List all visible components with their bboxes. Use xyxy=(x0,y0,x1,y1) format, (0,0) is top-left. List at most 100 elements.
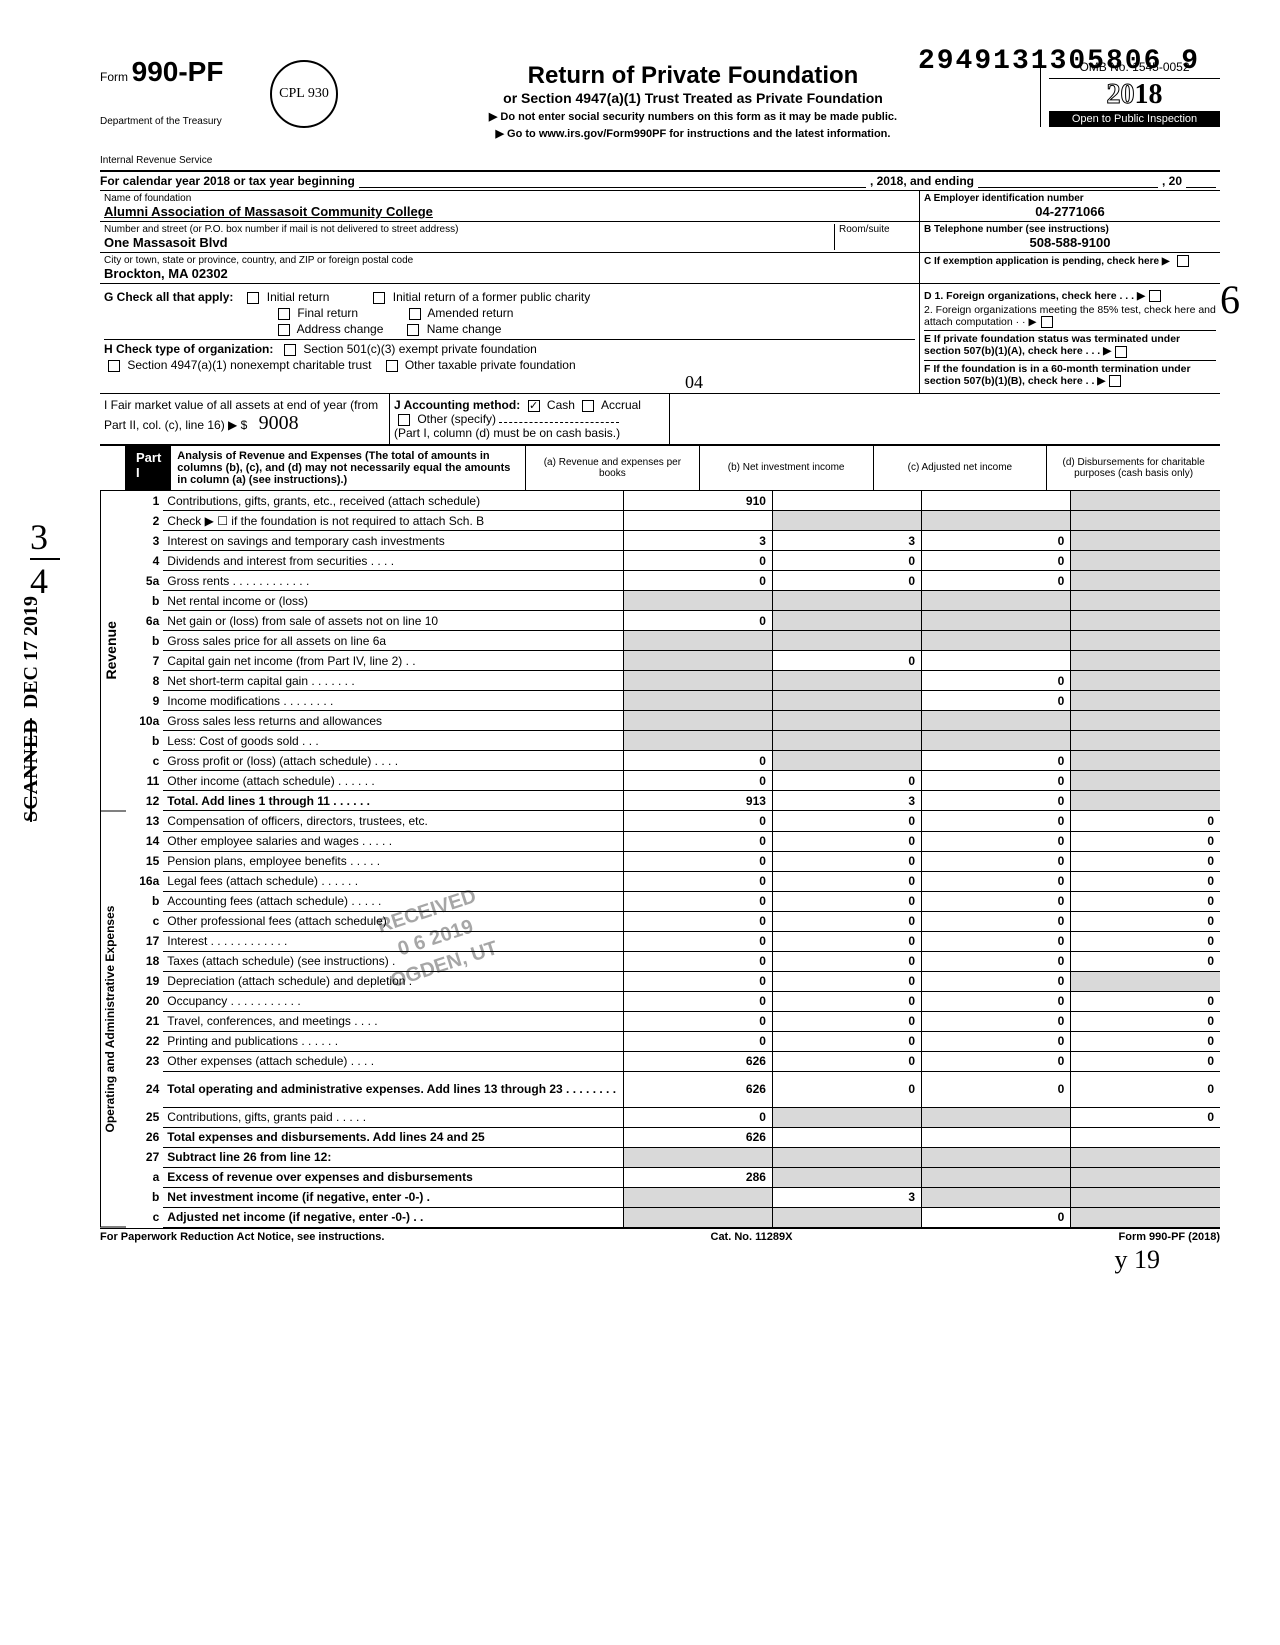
calendar-year-row: For calendar year 2018 or tax year begin… xyxy=(100,172,1220,191)
exemption-pending-checkbox[interactable] xyxy=(1177,255,1189,267)
d1-label: D 1. Foreign organizations, check here .… xyxy=(924,290,1145,302)
col-d-header: (d) Disbursements for charitable purpose… xyxy=(1047,446,1220,490)
former-charity-checkbox[interactable] xyxy=(373,292,385,304)
table-row: 12Total. Add lines 1 through 11 . . . . … xyxy=(126,791,1220,811)
table-row: 2Check ▶ ☐ if the foundation is not requ… xyxy=(126,511,1220,531)
amended-return-checkbox[interactable] xyxy=(409,308,421,320)
opt-former-charity: Initial return of a former public charit… xyxy=(393,290,590,304)
line-desc: Compensation of officers, directors, tru… xyxy=(163,811,623,831)
line-desc: Gross sales price for all assets on line… xyxy=(163,631,623,651)
4947-checkbox[interactable] xyxy=(108,360,120,372)
table-row: 3Interest on savings and temporary cash … xyxy=(126,531,1220,551)
line-desc: Gross sales less returns and allowances xyxy=(163,711,623,731)
table-row: bAccounting fees (attach schedule) . . .… xyxy=(126,891,1220,911)
table-row: 27Subtract line 26 from line 12: xyxy=(126,1147,1220,1167)
revenue-table: 1Contributions, gifts, grants, etc., rec… xyxy=(126,491,1220,812)
revenue-section: Revenue 1Contributions, gifts, grants, e… xyxy=(100,491,1220,812)
form-id-block: Form 990-PF Department of the Treasury I… xyxy=(100,56,270,166)
street-address: One Massasoit Blvd xyxy=(104,235,830,250)
table-row: cGross profit or (loss) (attach schedule… xyxy=(126,751,1220,771)
501c3-checkbox[interactable] xyxy=(284,344,296,356)
dept-line1: Department of the Treasury xyxy=(100,116,270,127)
address-change-checkbox[interactable] xyxy=(278,324,290,336)
barcode-number: 2949131305806 9 xyxy=(918,46,1200,77)
opt-4947: Section 4947(a)(1) nonexempt charitable … xyxy=(127,358,371,372)
opt-other-specify: Other (specify) xyxy=(417,412,496,426)
foreign-org-checkbox[interactable] xyxy=(1149,290,1161,302)
opt-cash: Cash xyxy=(547,398,575,412)
other-taxable-checkbox[interactable] xyxy=(386,360,398,372)
fmv-accounting-row: I Fair market value of all assets at end… xyxy=(100,394,1220,446)
initials-stamp: CPL 930 xyxy=(270,60,338,128)
public-inspection-badge: Open to Public Inspection xyxy=(1049,111,1220,127)
col-c-header: (c) Adjusted net income xyxy=(874,446,1048,490)
other-method-checkbox[interactable] xyxy=(398,414,410,426)
line-desc: Check ▶ ☐ if the foundation is not requi… xyxy=(163,511,623,531)
d2-label: 2. Foreign organizations meeting the 85%… xyxy=(924,304,1216,328)
margin-date-stamp: SCANNED DEC 17 2019 xyxy=(20,596,43,822)
table-row: 13Compensation of officers, directors, t… xyxy=(126,811,1220,831)
line-desc: Interest . . . . . . . . . . . . xyxy=(163,931,623,951)
name-change-checkbox[interactable] xyxy=(407,324,419,336)
table-row: bNet rental income or (loss) xyxy=(126,591,1220,611)
opt-address-change: Address change xyxy=(297,322,384,336)
line-desc: Other expenses (attach schedule) . . . . xyxy=(163,1051,623,1071)
fmv-label: I Fair market value of all assets at end… xyxy=(104,398,378,432)
table-row: 19Depreciation (attach schedule) and dep… xyxy=(126,971,1220,991)
form-page: 2949131305806 9 3 4 SCANNED DEC 17 2019 … xyxy=(100,56,1220,1243)
line-desc: Printing and publications . . . . . . xyxy=(163,1031,623,1051)
g-label: G Check all that apply: xyxy=(104,290,233,304)
table-row: 10aGross sales less returns and allowanc… xyxy=(126,711,1220,731)
check-all-apply-block: G Check all that apply: Initial return I… xyxy=(100,284,1220,394)
part1-label: Part I xyxy=(126,446,171,490)
footer-right: Form 990-PF (2018) xyxy=(1119,1231,1220,1243)
line-desc: Depreciation (attach schedule) and deple… xyxy=(163,971,623,991)
terminated-checkbox[interactable] xyxy=(1115,346,1127,358)
table-row: 17Interest . . . . . . . . . . . .0000 xyxy=(126,931,1220,951)
handwritten-04: 04 xyxy=(685,372,703,393)
line-desc: Travel, conferences, and meetings . . . … xyxy=(163,1011,623,1031)
table-row: 11Other income (attach schedule) . . . .… xyxy=(126,771,1220,791)
expenses-table: 13Compensation of officers, directors, t… xyxy=(126,811,1220,1228)
phone-value: 508-588-9100 xyxy=(924,235,1216,250)
line-desc: Adjusted net income (if negative, enter … xyxy=(163,1207,623,1227)
opt-amended-return: Amended return xyxy=(427,306,513,320)
table-row: cAdjusted net income (if negative, enter… xyxy=(126,1207,1220,1227)
85pct-checkbox[interactable] xyxy=(1041,316,1053,328)
line-desc: Contributions, gifts, grants, etc., rece… xyxy=(163,491,623,511)
page-footer: For Paperwork Reduction Act Notice, see … xyxy=(100,1228,1220,1243)
table-row: bGross sales price for all assets on lin… xyxy=(126,631,1220,651)
line-desc: Legal fees (attach schedule) . . . . . . xyxy=(163,871,623,891)
line-desc: Pension plans, employee benefits . . . .… xyxy=(163,851,623,871)
table-row: 24Total operating and administrative exp… xyxy=(126,1071,1220,1107)
cash-checkbox[interactable]: ✓ xyxy=(528,400,540,412)
line-desc: Net short-term capital gain . . . . . . … xyxy=(163,671,623,691)
line-desc: Contributions, gifts, grants paid . . . … xyxy=(163,1107,623,1127)
line-desc: Net investment income (if negative, ente… xyxy=(163,1187,623,1207)
accrual-checkbox[interactable] xyxy=(582,400,594,412)
f-label: F If the foundation is in a 60-month ter… xyxy=(924,363,1191,387)
cash-basis-note: (Part I, column (d) must be on cash basi… xyxy=(394,426,665,440)
60month-checkbox[interactable] xyxy=(1109,375,1121,387)
line-desc: Gross profit or (loss) (attach schedule)… xyxy=(163,751,623,771)
part1-desc: Analysis of Revenue and Expenses (The to… xyxy=(171,446,525,490)
initial-return-checkbox[interactable] xyxy=(247,292,259,304)
line-desc: Less: Cost of goods sold . . . xyxy=(163,731,623,751)
opt-501c3: Section 501(c)(3) exempt private foundat… xyxy=(303,342,536,356)
line-desc: Net gain or (loss) from sale of assets n… xyxy=(163,611,623,631)
table-row: 16aLegal fees (attach schedule) . . . . … xyxy=(126,871,1220,891)
e-label: E If private foundation status was termi… xyxy=(924,333,1180,357)
expenses-section: Operating and Administrative Expenses 13… xyxy=(100,811,1220,1228)
table-row: 23Other expenses (attach schedule) . . .… xyxy=(126,1051,1220,1071)
final-return-checkbox[interactable] xyxy=(278,308,290,320)
line-desc: Occupancy . . . . . . . . . . . xyxy=(163,991,623,1011)
col-a-header: (a) Revenue and expenses per books xyxy=(526,446,700,490)
table-row: 8Net short-term capital gain . . . . . .… xyxy=(126,671,1220,691)
table-row: 20Occupancy . . . . . . . . . . .0000 xyxy=(126,991,1220,1011)
line-desc: Gross rents . . . . . . . . . . . . xyxy=(163,571,623,591)
part1-header: Part I Analysis of Revenue and Expenses … xyxy=(100,446,1220,491)
table-row: bNet investment income (if negative, ent… xyxy=(126,1187,1220,1207)
table-row: 1Contributions, gifts, grants, etc., rec… xyxy=(126,491,1220,511)
line-desc: Taxes (attach schedule) (see instruction… xyxy=(163,951,623,971)
table-row: 9Income modifications . . . . . . . .0 xyxy=(126,691,1220,711)
